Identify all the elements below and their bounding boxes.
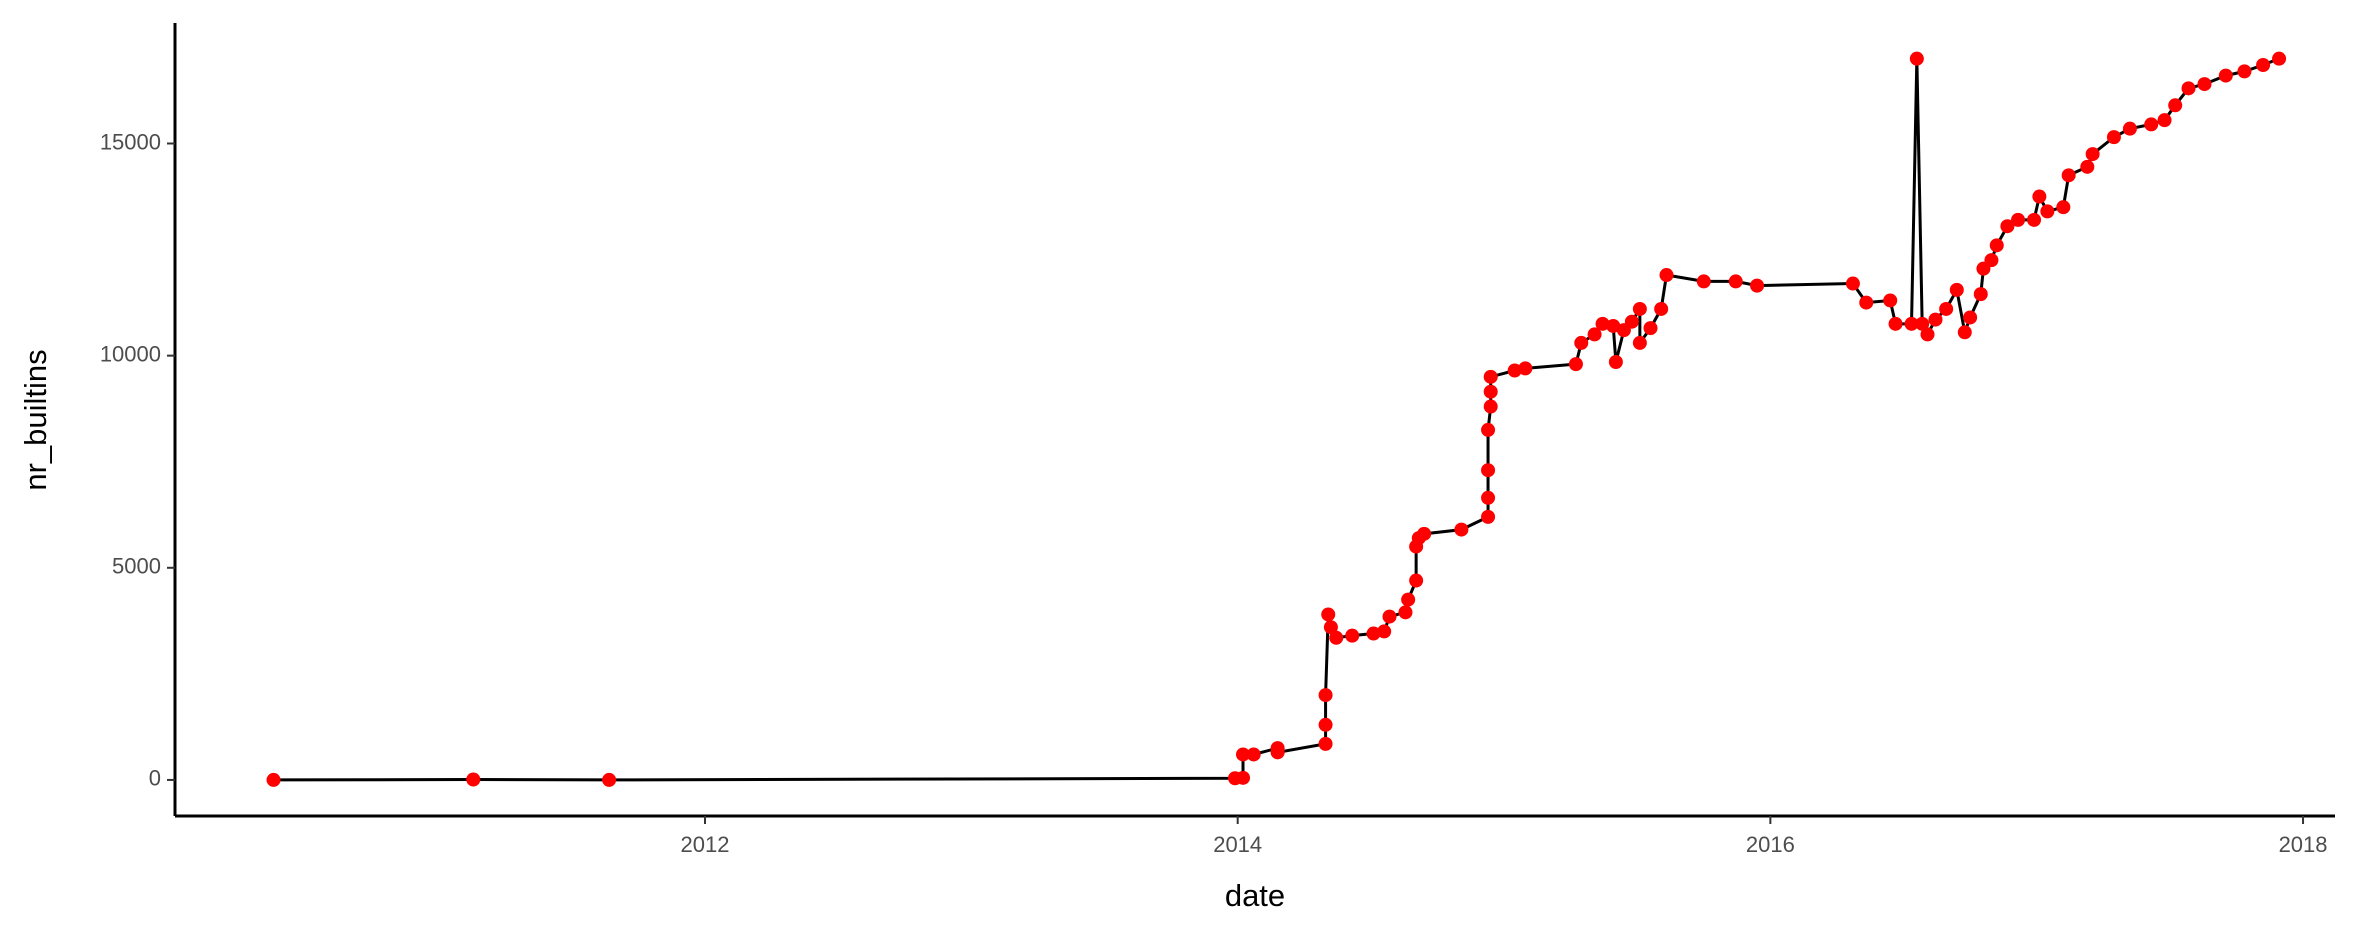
data-point: [1318, 736, 1333, 751]
y-axis-title: nr_builtins: [18, 349, 53, 490]
data-point: [1595, 316, 1610, 331]
data-point: [1481, 490, 1496, 505]
data-point: [1654, 301, 1669, 316]
data-point: [1939, 301, 1954, 316]
data-point: [1236, 770, 1251, 785]
data-point: [1246, 747, 1261, 762]
data-point: [1518, 361, 1533, 376]
data-point: [1643, 321, 1658, 336]
data-point: [266, 772, 281, 787]
data-point: [2027, 212, 2042, 227]
x-axis-title: date: [1225, 878, 1285, 913]
data-point: [1750, 278, 1765, 293]
data-point: [2256, 58, 2271, 73]
data-point: [602, 772, 617, 787]
data-point: [1382, 609, 1397, 624]
data-point: [1888, 316, 1903, 331]
x-tick-label: 2012: [681, 832, 730, 857]
data-point: [2106, 130, 2121, 145]
y-tick-label: 10000: [100, 341, 161, 366]
data-point: [2122, 121, 2137, 136]
data-point: [1920, 327, 1935, 342]
data-point: [1608, 355, 1623, 370]
data-line: [273, 57, 2280, 782]
data-point: [2157, 113, 2172, 128]
data-point: [2011, 212, 2026, 227]
data-point: [2197, 77, 2212, 92]
data-point: [1345, 628, 1360, 643]
x-tick-label: 2016: [1746, 832, 1795, 857]
data-point: [1632, 335, 1647, 350]
data-point: [2032, 189, 2047, 204]
data-point: [1632, 301, 1647, 316]
data-point: [1483, 384, 1498, 399]
data-point: [1323, 620, 1338, 635]
data-point: [2181, 81, 2196, 96]
data-point: [1973, 287, 1988, 302]
data-point: [2056, 200, 2071, 215]
data-point: [1989, 238, 2004, 253]
data-point: [2080, 159, 2095, 174]
data-point: [1728, 274, 1743, 289]
data-point: [1236, 747, 1251, 762]
data-point: [2272, 51, 2287, 66]
data-point: [1409, 573, 1424, 588]
data-point: [1904, 316, 1919, 331]
data-point: [1606, 318, 1621, 333]
data-point: [1483, 399, 1498, 414]
data-point: [1696, 274, 1711, 289]
data-point: [1377, 624, 1392, 639]
data-point: [1270, 745, 1285, 760]
data-point: [1568, 357, 1583, 372]
data-point: [1321, 607, 1336, 622]
data-point: [2237, 64, 2252, 79]
y-tick-label: 5000: [112, 554, 161, 579]
data-point: [1401, 592, 1416, 607]
data-point: [1659, 268, 1674, 283]
data-point: [2061, 168, 2076, 183]
data-point: [1915, 316, 1930, 331]
data-point: [1984, 253, 1999, 268]
data-point: [1949, 282, 1964, 297]
data-point: [1507, 363, 1522, 378]
data-point: [2040, 204, 2055, 219]
data-point: [1909, 51, 1924, 66]
data-point: [1957, 325, 1972, 340]
data-point: [1481, 509, 1496, 524]
data-point: [1859, 295, 1874, 310]
data-point: [1883, 293, 1898, 308]
data-point: [1318, 688, 1333, 703]
data-point: [1366, 626, 1381, 641]
y-tick-label: 0: [149, 766, 161, 791]
data-point: [466, 772, 481, 787]
data-point: [1574, 335, 1589, 350]
data-point: [1587, 327, 1602, 342]
data-point: [2144, 117, 2159, 132]
data-point: [1845, 276, 1860, 291]
data-point: [2000, 219, 2015, 234]
data-point: [2218, 68, 2233, 83]
data-point: [2168, 98, 2183, 113]
data-point: [1329, 630, 1344, 645]
data-point: [1624, 314, 1639, 329]
x-tick-label: 2014: [1213, 832, 1262, 857]
data-point: [2085, 147, 2100, 162]
data-point: [1481, 422, 1496, 437]
x-tick-label: 2018: [2279, 832, 2328, 857]
y-tick-label: 15000: [100, 129, 161, 154]
data-point: [1318, 717, 1333, 732]
data-point: [1417, 526, 1432, 541]
data-point: [1963, 310, 1978, 325]
data-point: [1483, 369, 1498, 384]
data-point: [1398, 605, 1413, 620]
data-point: [1928, 312, 1943, 327]
data-point: [1454, 522, 1469, 537]
data-point: [1481, 463, 1496, 478]
